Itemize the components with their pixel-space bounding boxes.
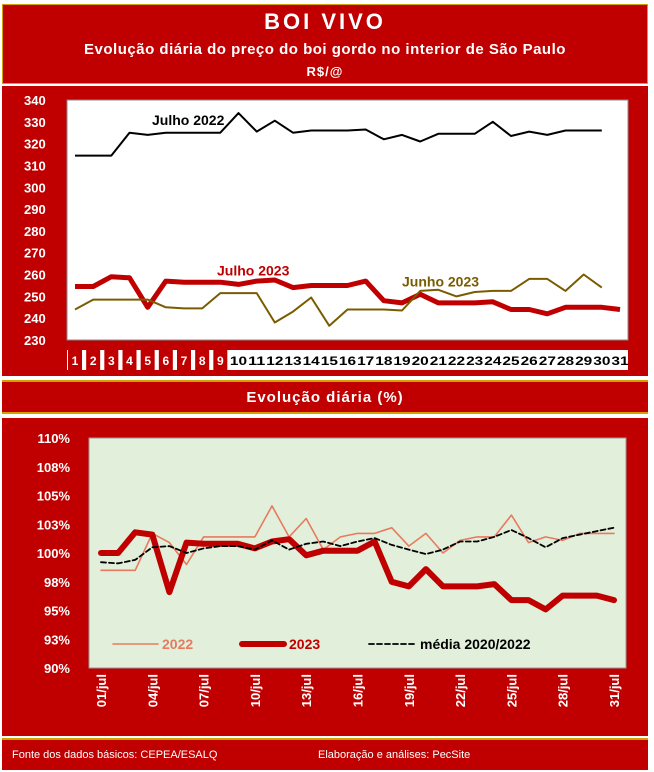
x-tick-label: 25/jul <box>504 674 519 707</box>
series-line-junho-2023 <box>74 273 603 327</box>
y-tick-label: 98% <box>44 575 70 590</box>
x-tick-label: 6 <box>162 354 169 368</box>
x-tick-box <box>104 350 119 370</box>
chart2-svg: 90% 93% 95% 98% 100% 103% 105% 108% 110% 01/jul 04… <box>37 431 627 707</box>
x-tick-label: 31/jul <box>607 674 622 707</box>
x-tick-label: 13/jul <box>299 674 314 707</box>
x-tick-box <box>158 350 173 370</box>
credit-text: Elaboração e análises: PecSite <box>318 749 471 761</box>
y-tick-label: 103% <box>37 517 71 532</box>
x-tick-label: 30 <box>593 354 611 368</box>
x-tick-label: 17 <box>357 354 375 368</box>
x-tick-label: 10/jul <box>248 674 263 707</box>
series-line-julho-2023 <box>75 274 621 317</box>
x-tick-label: 14 <box>303 354 321 368</box>
y-tick-label: 230 <box>24 333 46 348</box>
x-tick-label: 31 <box>611 354 629 368</box>
unit-label: R$/@ <box>306 64 344 79</box>
x-tick-box <box>195 350 210 370</box>
x-tick-label: 29 <box>575 354 593 368</box>
section2-title-bar: Evolução diária (%) <box>2 380 648 414</box>
x-tick-box <box>68 350 82 370</box>
x-tick-label: 26 <box>521 354 539 368</box>
x-tick-label: 21 <box>430 354 448 368</box>
series-line-2022 <box>100 505 615 572</box>
x-tick-label: 19/jul <box>402 674 417 707</box>
legend-label-2022: 2022 <box>162 636 193 652</box>
y-tick-label: 250 <box>24 289 46 304</box>
x-tick-box <box>140 350 155 370</box>
chart1-panel: 230 240 250 260 270 280 290 300 310 320 330 340 Julh… <box>2 86 648 376</box>
chart1-plot-area <box>66 99 629 341</box>
y-tick-label: 100% <box>37 546 71 561</box>
x-tick-label: 11 <box>248 354 266 368</box>
y-tick-label: 290 <box>24 202 46 217</box>
x-tick-label: 7 <box>181 354 188 368</box>
y-tick-label: 90% <box>44 661 70 676</box>
x-tick-label: 27 <box>539 354 557 368</box>
x-tick-label: 3 <box>108 354 115 368</box>
y-tick-label: 110% <box>37 431 70 446</box>
chart2-panel: 90% 93% 95% 98% 100% 103% 105% 108% 110% 01/jul 04… <box>2 418 648 736</box>
x-tick-label: 01/jul <box>94 674 109 707</box>
x-tick-box <box>122 350 137 370</box>
series-line-2023 <box>98 529 617 613</box>
x-tick-label: 22/jul <box>453 674 468 707</box>
x-tick-label: 5 <box>144 354 151 368</box>
x-tick-label: 16/jul <box>351 674 366 707</box>
x-tick-box <box>177 350 191 370</box>
x-tick-label: 28 <box>557 354 575 368</box>
footer-bar: Fonte dos dados básicos: CEPEA/ESALQ Ela… <box>2 738 648 770</box>
series-label-julho-2022: Julho 2022 <box>152 112 225 128</box>
chart1-svg: 230240250260270280290300310320330340Julh… <box>24 93 629 370</box>
x-tick-label: 28/jul <box>556 674 571 707</box>
x-tick-label: 16 <box>339 354 357 368</box>
series-line-media-2020-2022 <box>100 526 615 565</box>
x-tick-label: 2 <box>90 354 97 368</box>
legend-label-media-2020-2022: média 2020/2022 <box>420 636 531 652</box>
y-tick-label: 300 <box>24 180 46 195</box>
x-tick-box <box>213 350 228 370</box>
x-tick-label: 12 <box>266 354 284 368</box>
page-subtitle: Evolução diária do preço do boi gordo no… <box>84 41 566 58</box>
y-tick-label: 105% <box>37 489 71 504</box>
header-banner: BOI VIVO Evolução diária do preço do boi… <box>2 4 648 84</box>
y-tick-label: 330 <box>24 115 46 130</box>
section2-title: Evolução diária (%) <box>246 389 404 406</box>
y-tick-label: 260 <box>24 268 46 283</box>
y-tick-label: 240 <box>24 311 46 326</box>
y-tick-label: 270 <box>24 246 46 261</box>
x-tick-label: 9 <box>217 354 224 368</box>
x-tick-label: 8 <box>199 354 206 368</box>
series-label-junho-2023: Junho 2023 <box>402 273 479 289</box>
y-tick-label: 95% <box>44 604 70 619</box>
y-tick-label: 93% <box>44 632 70 647</box>
y-tick-label: 320 <box>24 137 46 152</box>
y-tick-label: 340 <box>24 93 46 108</box>
x-tick-label: 07/jul <box>197 674 212 707</box>
x-tick-label: 10 <box>230 354 248 368</box>
x-tick-label: 13 <box>284 354 302 368</box>
x-tick-label: 20 <box>412 354 430 368</box>
x-tick-label: 22 <box>448 354 466 368</box>
x-tick-label: 04/jul <box>145 674 160 707</box>
series-line-julho-2022 <box>75 112 602 157</box>
series-label-julho-2023: Julho 2023 <box>217 263 290 279</box>
legend-label-2023: 2023 <box>289 636 320 652</box>
x-tick-label: 15 <box>321 354 339 368</box>
x-tick-label: 23 <box>466 354 484 368</box>
x-tick-box <box>86 350 101 370</box>
x-tick-label: 4 <box>126 354 133 368</box>
y-tick-label: 280 <box>24 224 46 239</box>
x-tick-label: 25 <box>502 354 520 368</box>
x-tick-label: 19 <box>393 354 411 368</box>
page-title: BOI VIVO <box>264 9 386 34</box>
x-tick-label: 1 <box>72 354 79 368</box>
y-tick-label: 108% <box>37 460 71 475</box>
y-tick-label: 310 <box>24 158 46 173</box>
source-text: Fonte dos dados básicos: CEPEA/ESALQ <box>12 749 218 761</box>
x-tick-label: 24 <box>484 354 502 368</box>
x-tick-label: 18 <box>375 354 393 368</box>
